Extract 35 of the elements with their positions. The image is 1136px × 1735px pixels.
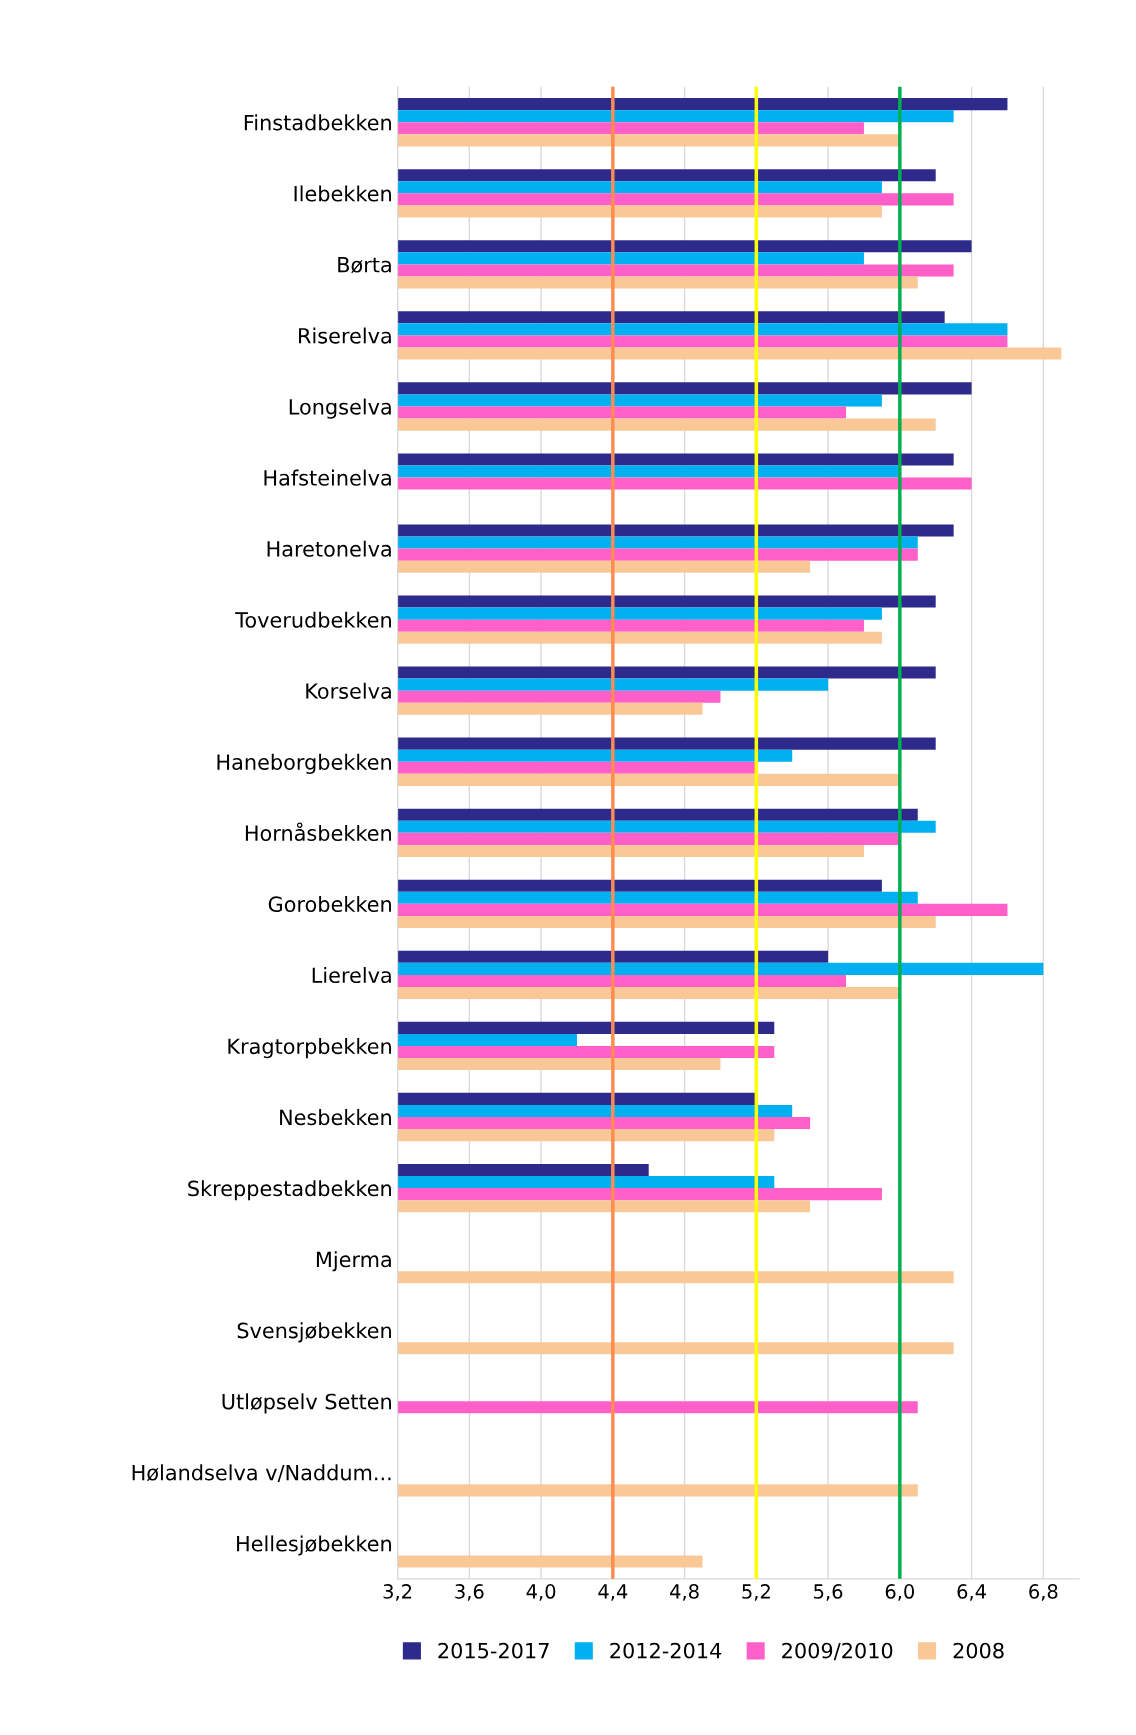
y-tick-label: Svensjøbekken — [237, 1322, 391, 1343]
legend-label: 2008 — [953, 1642, 1004, 1659]
y-tick-label: Lierelva — [312, 966, 391, 984]
y-tick-label: Hornåsbekken — [245, 822, 391, 842]
x-tick-label: 6,4 — [957, 1584, 986, 1601]
y-tick-label: Finstadbekken — [244, 114, 391, 131]
y-tick-label: Nesbekken — [280, 1109, 391, 1126]
y-tick-label: Haneborgbekken — [217, 753, 391, 774]
y-tick-label: Utløpselv Setten — [222, 1393, 391, 1414]
y-tick-label: Børta — [338, 257, 391, 274]
legend-label: 2015-2017 — [438, 1642, 549, 1659]
y-tick-label: Toverudbekken — [235, 611, 391, 628]
y-tick-label: Hafsteinelva — [264, 469, 391, 486]
x-tick-label: 4,0 — [526, 1584, 556, 1601]
y-tick-label: Haretonelva — [267, 540, 391, 557]
x-tick-label: 4,4 — [598, 1584, 628, 1601]
y-tick-label: Ilebekken — [294, 185, 391, 202]
y-tick-label: Longselva — [289, 398, 391, 419]
y-tick-label: Riserelva — [299, 327, 391, 344]
y-tick-label: Mjerma — [316, 1251, 391, 1272]
x-tick-label: 5,6 — [814, 1584, 843, 1601]
x-tick-label: 5,2 — [742, 1584, 770, 1601]
legend-label: 2012-2014 — [610, 1642, 722, 1659]
x-tick-label: 4,8 — [670, 1584, 699, 1601]
y-tick-label: Hølandselva v/Naddum... — [132, 1464, 391, 1483]
y-tick-label: Gorobekken — [268, 895, 391, 913]
y-tick-label: Hellesjøbekken — [237, 1535, 391, 1556]
x-tick-label: 6,8 — [1029, 1584, 1058, 1601]
y-tick-label: Korselva — [306, 682, 391, 699]
y-tick-label: Skreppestadbekken — [188, 1180, 391, 1201]
legend-label: 2009/2010 — [782, 1642, 893, 1661]
x-tick-label: 3,2 — [383, 1584, 412, 1601]
x-tick-label: 6,0 — [885, 1584, 914, 1601]
y-tick-label: Kragtorpbekken — [228, 1038, 391, 1059]
x-tick-label: 3,6 — [455, 1584, 484, 1601]
